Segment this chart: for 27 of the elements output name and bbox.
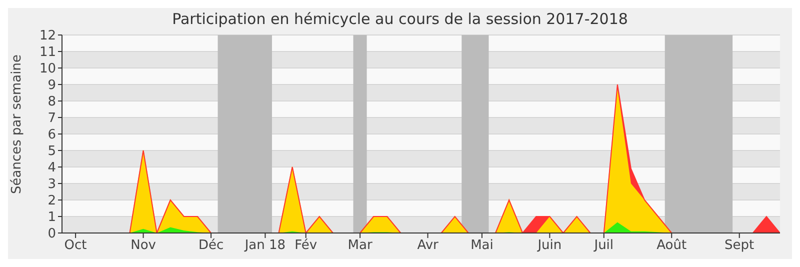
y-tick-label: 5: [48, 144, 56, 160]
x-tick-label: Nov: [130, 238, 156, 254]
x-tick-label: Jan 18: [244, 238, 286, 254]
x-tick-label: Mai: [470, 238, 494, 254]
x-tick-label: Août: [656, 238, 687, 254]
y-axis-title: Séances par semaine: [10, 54, 25, 194]
y-tick-label: 10: [39, 62, 56, 77]
y-tick-label: 8: [48, 94, 56, 110]
y-tick-label: 4: [48, 160, 56, 176]
y-tick-label: 0: [48, 226, 56, 242]
chart-title: Participation en hémicycle au cours de la session 2017-2018: [171, 10, 629, 28]
x-tick-label: Oct: [64, 238, 87, 254]
x-tick-label: Mar: [348, 238, 373, 254]
y-tick-label: 7: [48, 111, 56, 126]
y-tick-label: 12: [39, 28, 56, 44]
x-tick-label: Juin: [536, 238, 562, 254]
y-tick-label: 2: [48, 194, 56, 209]
x-tick-label: Juil: [593, 238, 614, 254]
x-tick-label: Déc: [198, 238, 224, 254]
y-tick-label: 3: [48, 177, 56, 192]
x-tick-label: Avr: [417, 238, 440, 254]
y-tick-label: 9: [48, 78, 56, 94]
x-tick-label: Fév: [294, 238, 318, 254]
y-tick-label: 1: [48, 210, 56, 226]
y-tick-label: 6: [48, 128, 56, 143]
x-tick-label: Sept: [724, 238, 754, 254]
y-tick-label: 11: [39, 45, 56, 60]
